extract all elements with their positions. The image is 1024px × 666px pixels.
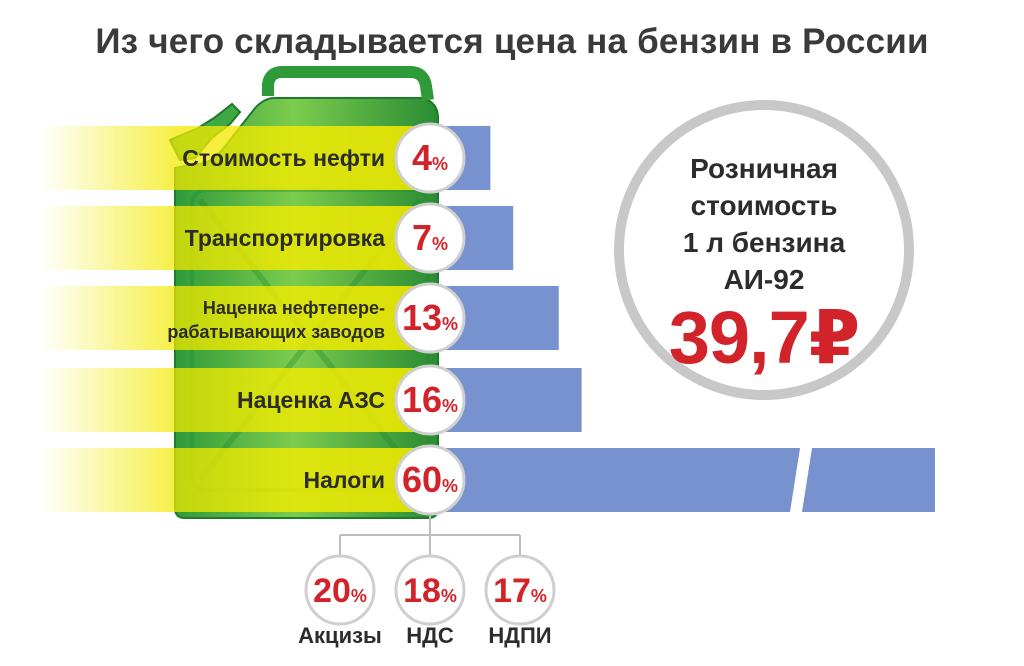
percent-value: 4%	[412, 137, 448, 178]
row-band	[40, 448, 440, 512]
percent-circle	[394, 202, 466, 274]
percent-value: 13%	[402, 297, 458, 338]
row-label: Транспортировка	[185, 225, 386, 251]
row-label: Стоимость нефти	[182, 145, 385, 171]
breakdown-circle	[484, 554, 556, 626]
percent-circle	[394, 122, 466, 194]
breakdown-value: 17%	[493, 572, 547, 610]
retail-price-value: 39,7₽	[668, 296, 861, 379]
retail-price-circle: Розничная стоимость 1 л бензина АИ-92 39…	[614, 100, 914, 400]
bar-break-edge	[790, 448, 800, 512]
breakdown-label: Акцизы	[298, 623, 382, 648]
percent-circle	[394, 282, 466, 354]
percent-value: 7%	[412, 217, 448, 258]
bar-after-break	[802, 448, 935, 512]
bar	[430, 448, 790, 512]
row-label: Наценка АЗС	[237, 387, 385, 413]
breakdown-circle	[304, 554, 376, 626]
row-label: Наценка нефтепере-	[203, 298, 385, 318]
breakdown-value: 20%	[313, 572, 367, 610]
row-band	[40, 206, 440, 270]
row-band	[40, 368, 440, 432]
breakdown-circle	[394, 554, 466, 626]
chart-title: Из чего складывается цена на бензин в Ро…	[95, 22, 929, 61]
breakdown-label: НДПИ	[488, 623, 551, 648]
retail-price-label: Розничная стоимость 1 л бензина АИ-92	[682, 153, 846, 295]
percent-value: 60%	[402, 459, 458, 500]
percent-value: 16%	[402, 379, 458, 420]
percent-circle	[394, 364, 466, 436]
row-band	[40, 126, 440, 190]
row-label: рабатывающих заводов	[167, 322, 385, 342]
breakdown-label: НДС	[406, 623, 454, 648]
row-label: Налоги	[304, 467, 385, 493]
row-band	[40, 286, 440, 350]
breakdown-value: 18%	[403, 572, 457, 610]
